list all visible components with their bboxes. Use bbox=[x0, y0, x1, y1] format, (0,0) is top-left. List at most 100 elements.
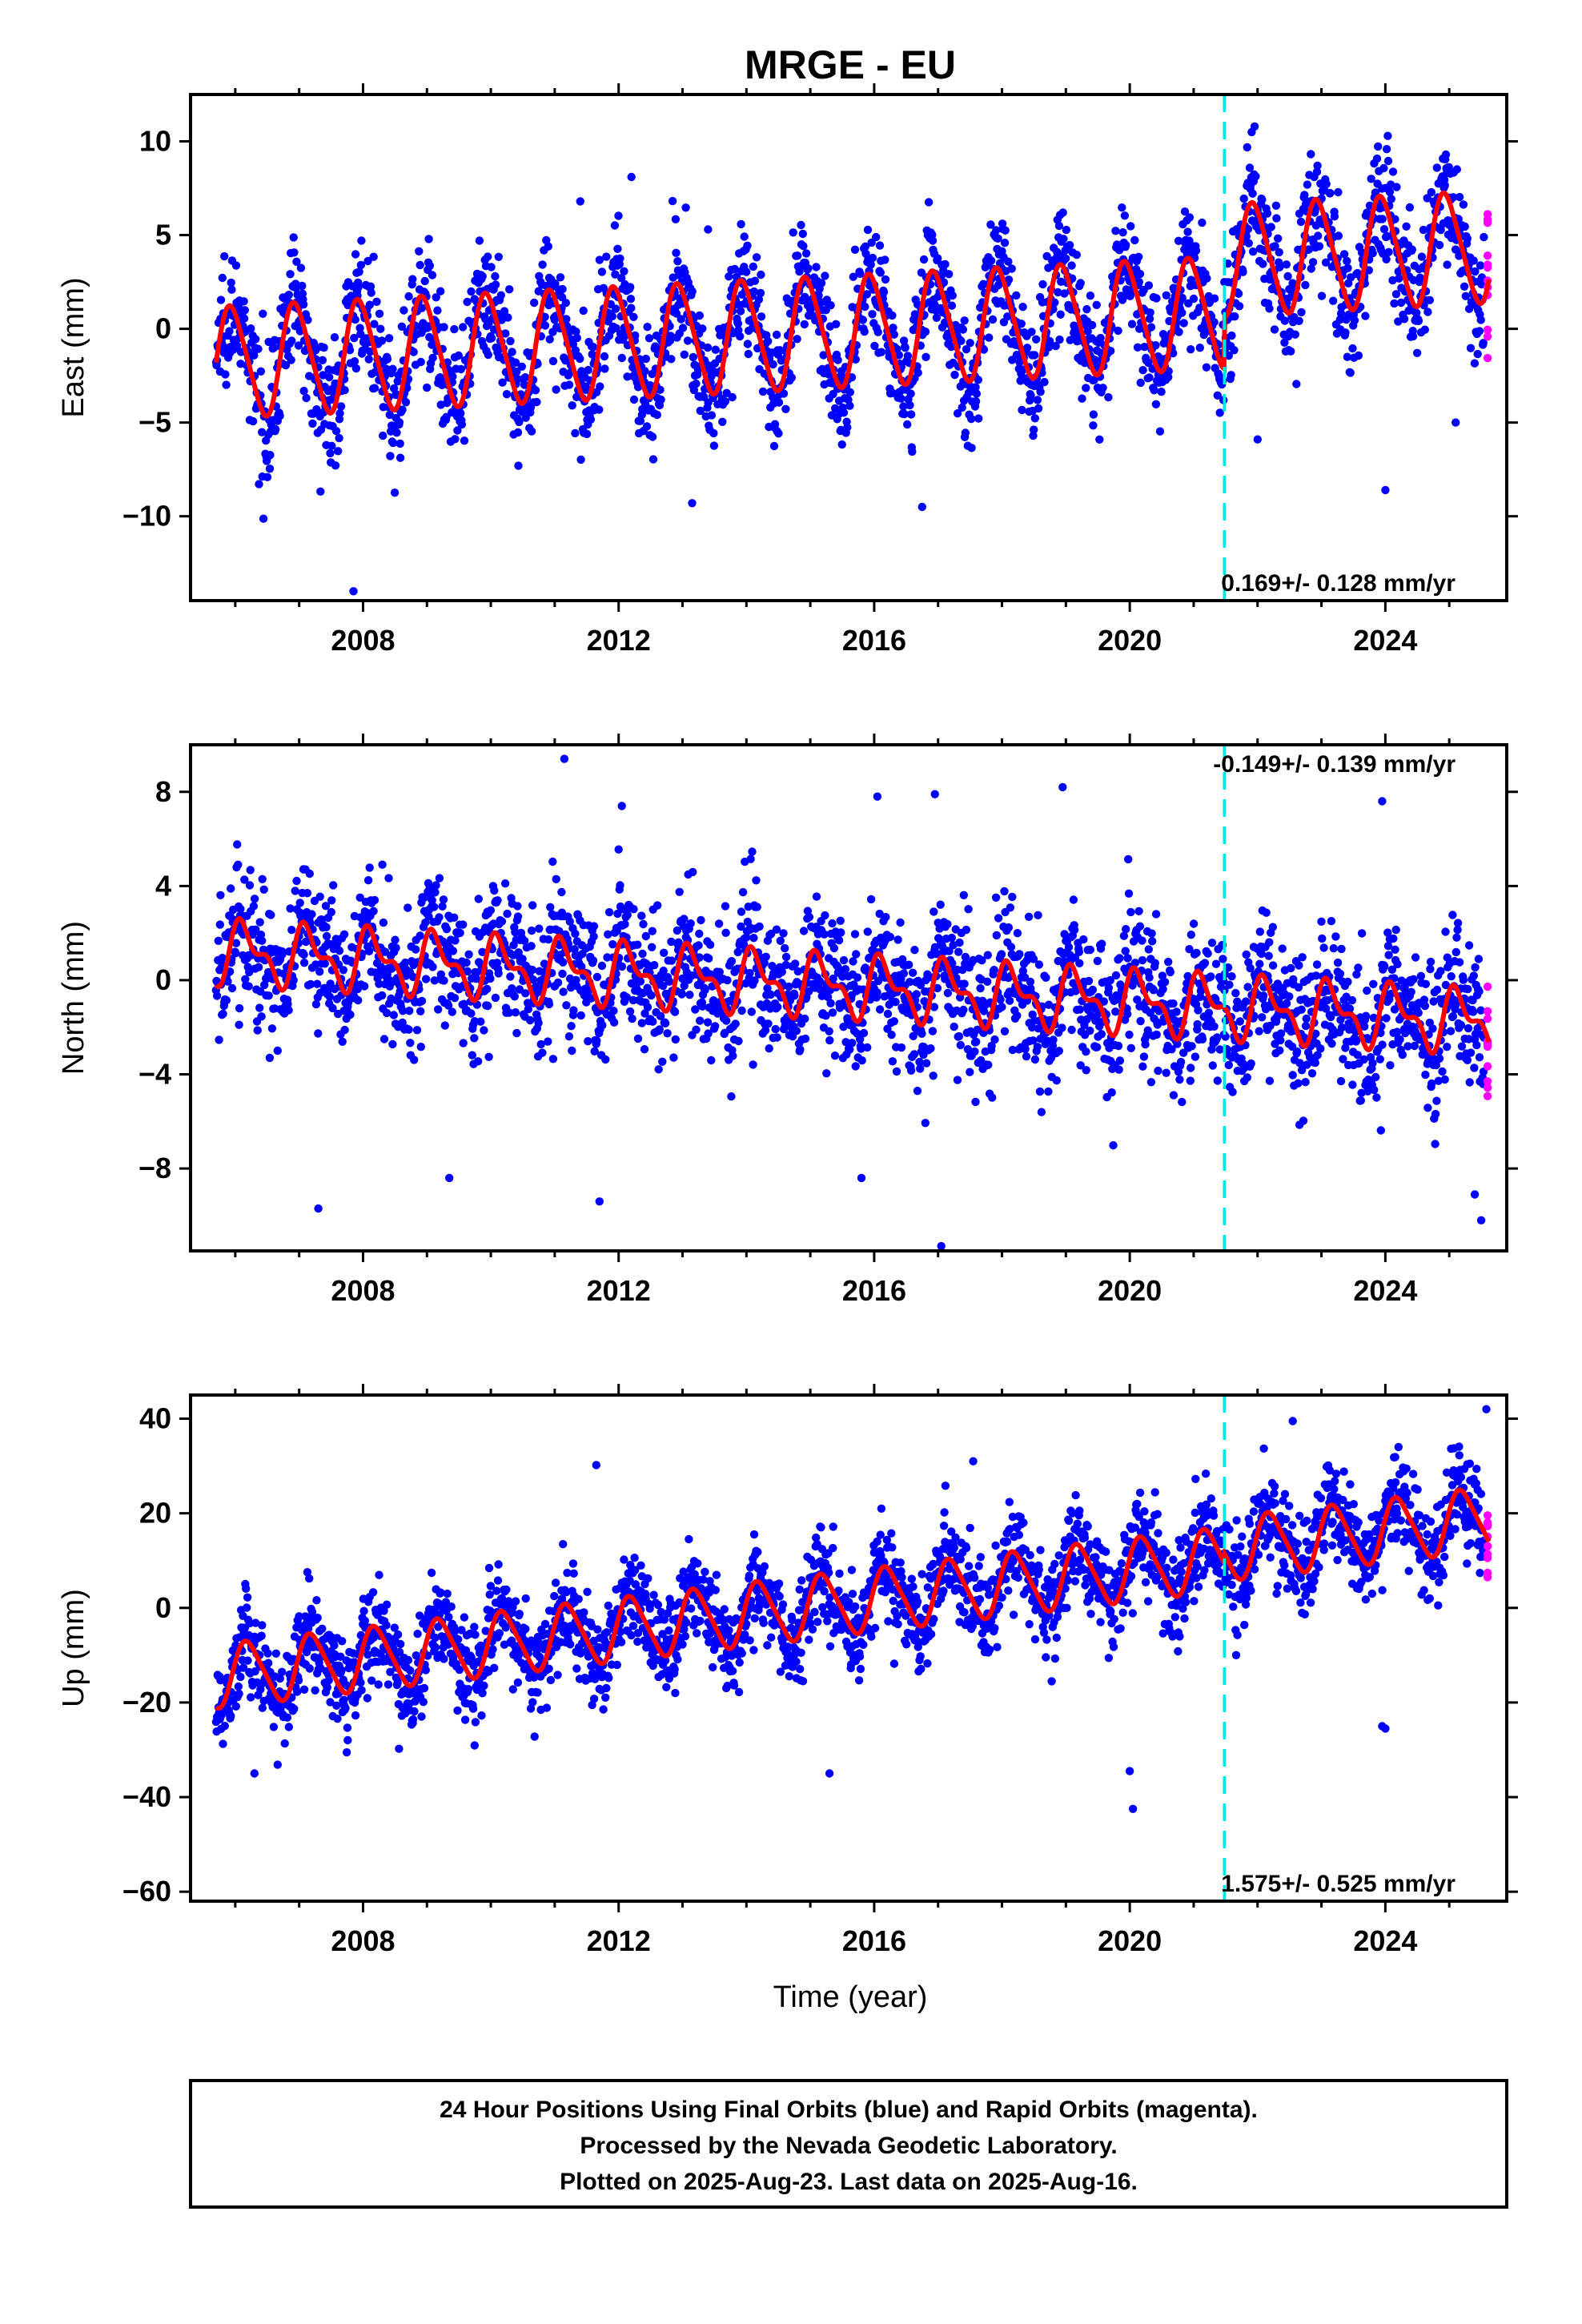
final-orbit-point bbox=[458, 323, 468, 332]
final-orbit-point bbox=[365, 863, 374, 872]
final-orbit-point bbox=[467, 1009, 476, 1018]
final-orbit-point bbox=[1268, 961, 1278, 970]
final-orbit-point bbox=[948, 959, 957, 968]
final-orbit-point bbox=[552, 385, 560, 394]
final-orbit-point bbox=[749, 1060, 757, 1069]
final-orbit-point bbox=[908, 447, 917, 456]
final-orbit-point bbox=[629, 312, 638, 321]
final-orbit-point bbox=[848, 303, 857, 312]
final-orbit-point bbox=[1244, 239, 1254, 247]
final-orbit-point bbox=[903, 352, 913, 360]
final-orbit-point bbox=[1383, 131, 1392, 140]
final-orbit-point bbox=[568, 1046, 576, 1055]
final-orbit-point bbox=[1185, 213, 1195, 222]
final-orbit-point bbox=[685, 991, 694, 999]
final-orbit-point bbox=[919, 255, 929, 264]
final-orbit-point bbox=[299, 959, 309, 967]
final-orbit-point bbox=[848, 1039, 857, 1047]
final-orbit-point bbox=[1230, 346, 1239, 355]
final-orbit-point bbox=[459, 1039, 468, 1047]
final-orbit-point bbox=[1394, 317, 1403, 326]
final-orbit-point bbox=[1272, 214, 1281, 223]
final-orbit-point bbox=[548, 356, 558, 366]
final-orbit-point bbox=[992, 931, 1002, 940]
final-orbit-point bbox=[530, 298, 539, 308]
final-orbit-point bbox=[491, 993, 500, 1003]
rapid-orbit-point bbox=[1483, 325, 1492, 334]
final-orbit-point bbox=[1364, 266, 1374, 275]
final-orbit-point bbox=[1194, 1006, 1203, 1015]
final-orbit-point bbox=[453, 426, 462, 435]
final-orbit-point bbox=[745, 968, 754, 978]
final-orbit-point bbox=[962, 345, 971, 354]
final-orbit-point bbox=[648, 432, 657, 441]
final-orbit-point bbox=[1208, 1061, 1218, 1070]
final-orbit-point bbox=[688, 287, 697, 296]
final-orbit-point bbox=[749, 934, 758, 943]
final-orbit-point bbox=[1008, 892, 1017, 902]
final-orbit-point bbox=[623, 911, 632, 919]
final-orbit-point bbox=[736, 332, 745, 341]
rapid-orbit-point bbox=[1483, 263, 1492, 272]
final-orbit-point bbox=[1006, 903, 1015, 912]
final-orbit-point bbox=[667, 956, 677, 965]
final-orbit-point bbox=[967, 414, 976, 424]
final-orbit-point bbox=[366, 282, 375, 291]
final-orbit-point bbox=[659, 967, 668, 975]
final-orbit-point bbox=[845, 401, 854, 410]
final-orbit-point bbox=[512, 1028, 521, 1038]
final-orbit-point bbox=[866, 895, 876, 904]
final-orbit-point bbox=[595, 255, 604, 264]
final-orbit-point bbox=[595, 405, 604, 414]
final-orbit-point bbox=[1336, 1076, 1346, 1086]
final-orbit-point bbox=[928, 1027, 938, 1035]
final-orbit-point bbox=[991, 893, 1001, 903]
final-orbit-point bbox=[1274, 234, 1283, 243]
final-orbit-point bbox=[1385, 187, 1395, 196]
final-orbit-point bbox=[766, 990, 775, 999]
final-orbit-point bbox=[1037, 1108, 1046, 1116]
final-orbit-point bbox=[692, 1025, 701, 1035]
final-orbit-point bbox=[231, 949, 240, 958]
final-orbit-point bbox=[223, 977, 232, 986]
final-orbit-point bbox=[1412, 348, 1422, 357]
rapid-orbit-point bbox=[1483, 353, 1492, 363]
final-orbit-point bbox=[696, 406, 705, 416]
final-orbit-point bbox=[592, 1036, 601, 1045]
final-orbit-point bbox=[752, 876, 761, 885]
final-orbit-point bbox=[825, 1027, 833, 1036]
final-orbit-point bbox=[1005, 996, 1014, 1005]
final-orbit-point bbox=[576, 455, 585, 464]
final-orbit-point bbox=[631, 331, 640, 340]
final-orbit-point bbox=[420, 276, 429, 286]
final-orbit-point bbox=[289, 975, 298, 985]
final-orbit-point bbox=[431, 888, 440, 897]
final-orbit-point bbox=[773, 1033, 781, 1042]
final-orbit-point bbox=[1178, 1097, 1186, 1107]
final-orbit-point bbox=[281, 360, 291, 370]
final-orbit-point bbox=[858, 316, 868, 324]
final-orbit-point bbox=[1017, 320, 1026, 328]
final-orbit-point bbox=[544, 999, 554, 1009]
final-orbit-point bbox=[1466, 344, 1476, 352]
final-orbit-point bbox=[817, 279, 826, 287]
final-orbit-point bbox=[601, 1055, 610, 1064]
final-orbit-point bbox=[504, 313, 512, 322]
final-orbit-point bbox=[483, 984, 492, 994]
final-orbit-point bbox=[1390, 299, 1399, 308]
final-orbit-point bbox=[1198, 1035, 1207, 1044]
velocity-rate-label: 0.169+/- 0.128 mm/yr bbox=[1221, 570, 1456, 597]
final-orbit-point bbox=[339, 966, 348, 975]
final-orbit-point bbox=[1223, 963, 1233, 972]
final-orbit-point bbox=[801, 1014, 809, 1023]
final-orbit-point bbox=[1243, 224, 1253, 234]
final-orbit-point bbox=[1203, 274, 1211, 283]
final-orbit-point bbox=[500, 307, 509, 316]
final-orbit-point bbox=[267, 911, 275, 919]
final-orbit-point bbox=[921, 1059, 931, 1068]
final-orbit-point bbox=[1044, 1000, 1054, 1009]
final-orbit-point bbox=[609, 1018, 619, 1027]
final-orbit-point bbox=[826, 999, 835, 1008]
final-orbit-point bbox=[755, 922, 764, 931]
final-orbit-point bbox=[464, 950, 473, 959]
